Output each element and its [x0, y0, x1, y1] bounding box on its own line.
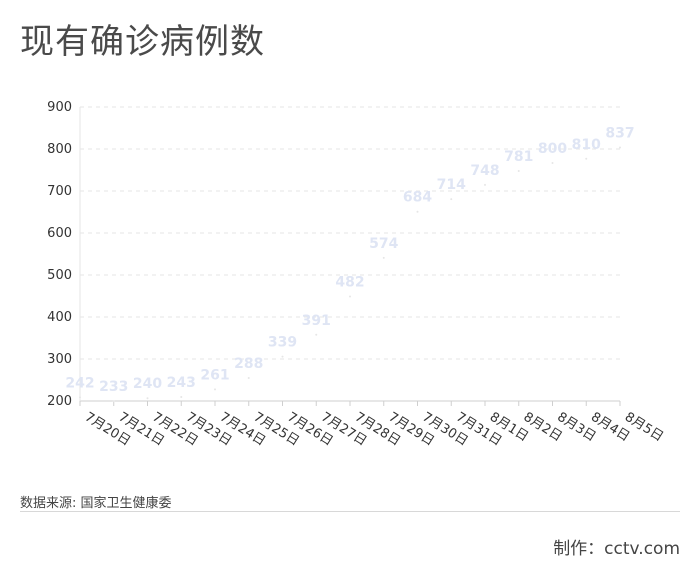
- data-point: [79, 396, 81, 399]
- y-tick-label: 300: [47, 352, 72, 367]
- data-label: 482: [335, 275, 364, 291]
- data-point: [247, 377, 250, 380]
- data-label: 233: [99, 379, 128, 395]
- data-label: 243: [167, 375, 196, 391]
- y-tick-label: 400: [47, 310, 72, 325]
- data-label: 800: [538, 141, 567, 157]
- data-point: [112, 400, 115, 403]
- data-point: [180, 395, 183, 398]
- data-label: 240: [133, 376, 162, 392]
- data-label: 781: [504, 149, 533, 165]
- data-point: [146, 397, 149, 400]
- data-point: [315, 333, 318, 336]
- data-point: [349, 295, 351, 298]
- y-tick-label: 200: [47, 394, 72, 409]
- data-point: [551, 162, 554, 164]
- y-tick-label: 800: [47, 142, 72, 157]
- data-point: [619, 146, 621, 149]
- line-chart: 200 300 400 500 600 700 800 900 7月20日7月21日7月22日…: [47, 100, 666, 449]
- data-point: [416, 210, 419, 213]
- credit-text[interactable]: 制作：cctv.com: [553, 539, 680, 559]
- data-point: [450, 198, 453, 201]
- data-point: [281, 355, 284, 358]
- grid-lines: [80, 106, 620, 360]
- divider: [20, 511, 680, 512]
- data-point: [382, 256, 385, 259]
- data-point: [585, 157, 588, 160]
- y-tick-label: 900: [47, 100, 72, 115]
- y-tick-label: 500: [47, 268, 72, 283]
- data-points: [79, 146, 621, 403]
- data-label: 810: [572, 137, 601, 153]
- y-tick-label: 700: [47, 184, 72, 199]
- data-label: 714: [437, 177, 466, 193]
- data-label: 837: [605, 125, 634, 141]
- data-label: 748: [470, 163, 499, 179]
- x-tick-label: 8月5日: [622, 410, 666, 445]
- x-axis: 7月20日7月21日7月22日7月23日7月24日7月25日7月26日7月27日…: [79, 107, 666, 449]
- data-point: [517, 169, 520, 172]
- data-label: 684: [403, 190, 432, 206]
- data-label: 339: [268, 335, 297, 351]
- y-tick-label: 600: [47, 226, 72, 241]
- data-point: [214, 388, 216, 391]
- data-label: 574: [369, 236, 398, 252]
- data-source: 数据来源: 国家卫生健康委: [20, 496, 172, 511]
- data-label: 261: [200, 367, 229, 383]
- page-title: 现有确诊病例数: [20, 22, 265, 62]
- data-label: 391: [302, 313, 331, 329]
- data-point: [484, 183, 486, 186]
- y-axis-ticks: 200 300 400 500 600 700 800 900: [47, 100, 72, 409]
- data-label: 242: [65, 375, 94, 391]
- data-label: 288: [234, 356, 263, 372]
